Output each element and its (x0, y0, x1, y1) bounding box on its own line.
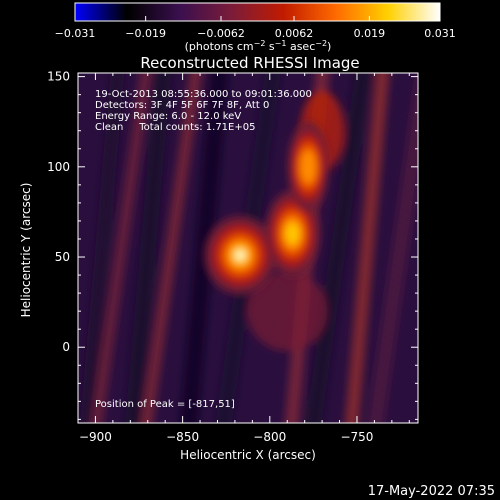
y-tick-label: 100 (47, 160, 70, 174)
source-contour (300, 149, 316, 184)
y-tick-label: 0 (62, 340, 70, 354)
plot-frame (77, 72, 419, 424)
colorbar-tick-label: −0.0062 (197, 27, 245, 40)
colorbar-tick-label: 0.019 (354, 27, 386, 40)
info-line-3: Energy Range: 6.0 - 12.0 keV (95, 111, 241, 122)
x-tick-label: −850 (166, 430, 199, 444)
y-tick-label: 150 (47, 70, 70, 84)
info-block: 19-Oct-2013 08:55:36.000 to 09:01:36.000… (95, 89, 312, 133)
texture-patch (247, 271, 328, 352)
x-tick-label: −900 (79, 430, 112, 444)
colorbar-tick-label: 0.0062 (275, 27, 314, 40)
colorbar-tick-label: −0.019 (125, 27, 166, 40)
colorbar-unit-label: (photons cm−2 s−1 asec−2) (185, 39, 332, 53)
chart-title: Reconstructed RHESSI Image (140, 54, 359, 72)
colorbar-tick-label: 0.031 (424, 27, 456, 40)
peak-position-label: Position of Peak = [-817,51] (95, 399, 235, 410)
info-line-1: 19-Oct-2013 08:55:36.000 to 09:01:36.000 (95, 89, 312, 100)
source-contour (285, 223, 300, 245)
texture-band (303, 73, 373, 423)
texture-band (123, 73, 173, 423)
texture-band (178, 73, 230, 423)
x-tick-label: −800 (253, 430, 286, 444)
source-contour (235, 250, 245, 260)
footer-timestamp: 17-May-2022 07:35 (368, 484, 495, 499)
texture-band (88, 73, 154, 423)
texture-band (138, 73, 204, 423)
colorbar-tick-label: −0.031 (55, 27, 96, 40)
texture-band (343, 73, 391, 423)
info-line-2: Detectors: 3F 4F 5F 6F 7F 8F, Att 0 (95, 100, 269, 111)
heatmap-texture (78, 73, 418, 423)
texture-band (365, 73, 418, 423)
heatmap-sources (204, 121, 329, 295)
colorbar-ticks: −0.031 −0.019 −0.0062 0.0062 0.019 0.031 (55, 16, 456, 40)
axis-ticks: −900 −850 −800 −750 0 50 100 150 (47, 70, 418, 444)
info-line-4: Clean Total counts: 1.71E+05 (95, 122, 255, 133)
y-axis-label: Heliocentric Y (arcsec) (19, 183, 33, 318)
x-axis-label: Heliocentric X (arcsec) (180, 448, 316, 462)
x-tick-label: −750 (340, 430, 373, 444)
colorbar (74, 2, 441, 22)
y-tick-label: 50 (55, 250, 70, 264)
texture-band (78, 73, 126, 423)
